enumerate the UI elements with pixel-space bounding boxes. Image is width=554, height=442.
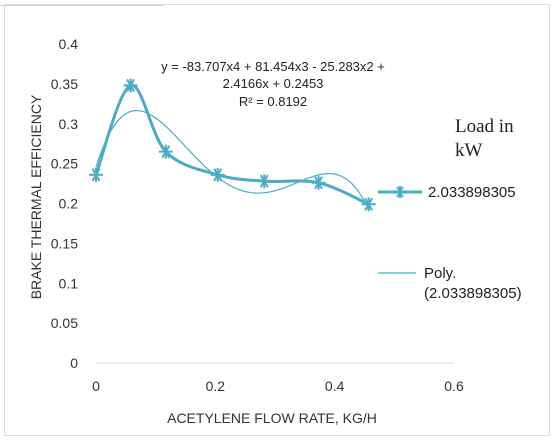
data-point-marker xyxy=(123,78,138,93)
legend-title-line-2: kW xyxy=(455,140,483,161)
series-markers xyxy=(89,78,376,212)
equation-line-2: 2.4166x + 0.2453 xyxy=(223,76,324,91)
y-axis-ticks: 0 0.05 0.1 0.15 0.2 0.25 0.3 0.35 0.4 xyxy=(51,36,78,371)
y-tick-label: 0.25 xyxy=(51,156,78,172)
data-point-marker xyxy=(361,197,376,212)
x-axis-title: ACETYLENE FLOW RATE, KG/H xyxy=(167,410,377,426)
legend-star-icon xyxy=(394,186,406,198)
x-tick-label: 0.6 xyxy=(444,378,464,394)
legend-series-marker-icon xyxy=(394,186,406,198)
data-point-marker xyxy=(158,144,173,159)
equation-line-1: y = -83.707x4 + 81.454x3 - 25.283x2 + xyxy=(161,59,385,74)
y-axis-title: BRAKE THERMAL EFFICIENCY xyxy=(28,94,44,299)
y-tick-label: 0.15 xyxy=(51,235,78,251)
data-point-marker xyxy=(311,175,326,190)
legend-series-label: 2.033898305 xyxy=(428,184,516,201)
legend-title-line-1: Load in xyxy=(455,116,514,137)
x-axis-ticks: 0 0.2 0.4 0.6 xyxy=(92,378,464,394)
x-tick-label: 0.4 xyxy=(325,378,345,394)
r-squared: R² = 0.8192 xyxy=(239,94,307,109)
x-tick-label: 0 xyxy=(92,378,100,394)
top-divider xyxy=(0,0,164,6)
legend-trend-label-line-2: (2.033898305) xyxy=(424,285,522,302)
y-tick-label: 0.2 xyxy=(59,196,79,212)
y-tick-label: 0.05 xyxy=(51,315,78,331)
data-point-marker xyxy=(257,174,272,189)
legend-trend-label: Poly. xyxy=(424,265,456,282)
y-tick-label: 0 xyxy=(70,355,78,371)
data-point-marker xyxy=(210,167,225,182)
y-tick-label: 0.1 xyxy=(59,275,79,291)
y-tick-label: 0.4 xyxy=(59,36,79,52)
data-point-marker xyxy=(89,167,103,182)
y-tick-label: 0.3 xyxy=(59,116,79,132)
trendline xyxy=(95,109,370,210)
x-tick-label: 0.2 xyxy=(206,378,226,394)
chart-frame xyxy=(4,4,550,436)
y-tick-label: 0.35 xyxy=(51,76,78,92)
